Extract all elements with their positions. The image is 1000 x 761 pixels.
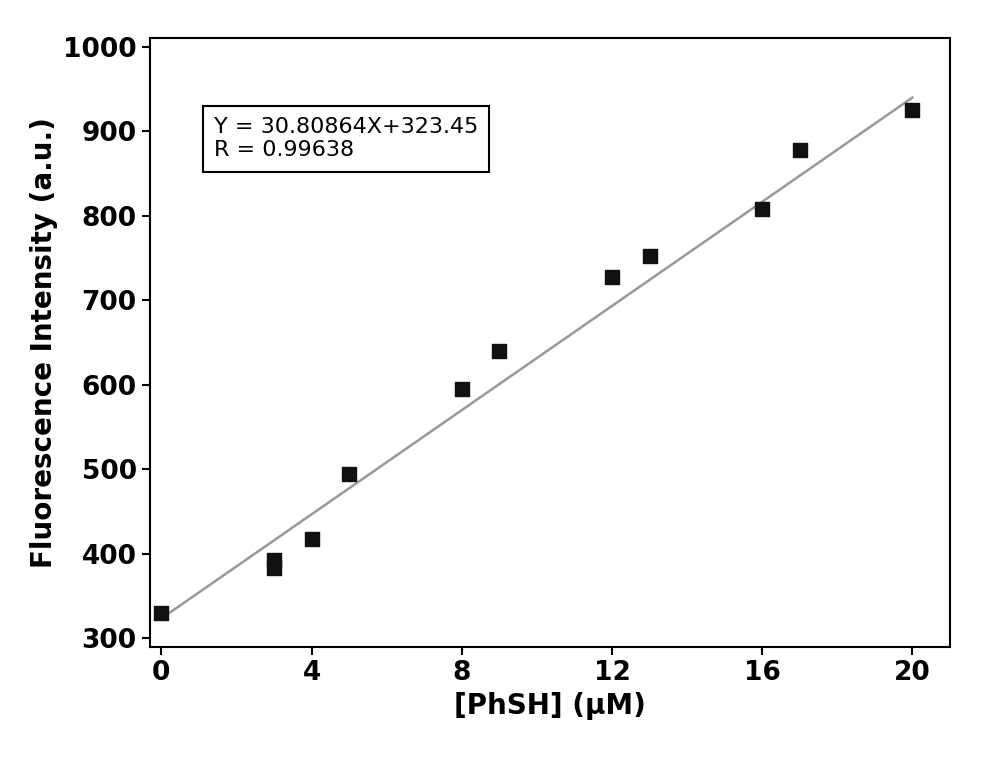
Point bbox=[153, 607, 169, 619]
Point bbox=[491, 345, 507, 357]
Point bbox=[341, 467, 357, 479]
Point bbox=[454, 383, 470, 395]
Point bbox=[754, 202, 770, 215]
Point bbox=[792, 144, 808, 156]
Point bbox=[604, 271, 620, 283]
Text: Y = 30.80864X+323.45
R = 0.99638: Y = 30.80864X+323.45 R = 0.99638 bbox=[214, 117, 478, 161]
Point bbox=[642, 250, 658, 263]
Point bbox=[266, 562, 282, 575]
Point bbox=[266, 554, 282, 566]
Y-axis label: Fluorescence Intensity (a.u.): Fluorescence Intensity (a.u.) bbox=[30, 117, 58, 568]
Point bbox=[304, 533, 320, 546]
Point bbox=[904, 103, 920, 116]
X-axis label: [PhSH] (μM): [PhSH] (μM) bbox=[454, 692, 646, 720]
